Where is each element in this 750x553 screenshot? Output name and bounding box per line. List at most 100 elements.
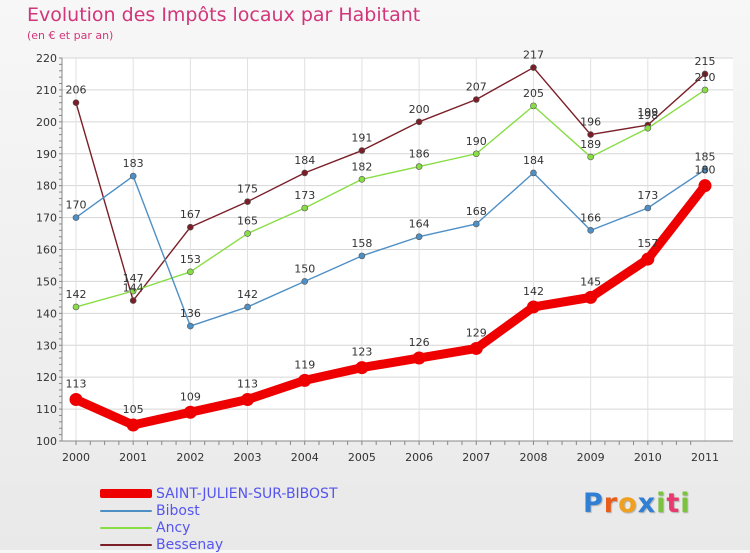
data-point-bibost <box>472 220 480 228</box>
data-point-bessenay <box>587 131 594 138</box>
data-point-saint-julien <box>183 405 197 419</box>
data-label-bessenay: 215 <box>695 55 716 68</box>
data-label-bessenay: 196 <box>580 116 601 129</box>
data-point-bibost <box>358 252 366 260</box>
data-point-bibost <box>644 204 652 212</box>
data-label-bibost: 170 <box>66 199 87 212</box>
data-label-saint-julien: 145 <box>580 275 601 288</box>
data-label-saint-julien: 157 <box>637 237 658 250</box>
data-point-ancy <box>701 86 709 94</box>
data-point-ancy <box>358 175 366 183</box>
y-tick-label: 220 <box>36 52 57 65</box>
data-point-ancy <box>72 303 80 311</box>
data-point-bessenay <box>701 70 709 78</box>
data-point-bibost <box>244 303 251 311</box>
series-line-bessenay <box>75 66 706 302</box>
data-label-bibost: 142 <box>237 288 258 301</box>
data-point-saint-julien <box>355 361 369 375</box>
series-line-saint-julien <box>71 181 710 430</box>
legend-label: Ancy <box>156 519 191 536</box>
data-label-ancy: 165 <box>237 215 258 228</box>
legend-label: SAINT-JULIEN-SUR-BIBOST <box>156 485 338 502</box>
data-point-saint-julien <box>126 418 140 432</box>
data-label-saint-julien: 113 <box>66 378 87 391</box>
logo-letter: P <box>583 488 604 519</box>
y-tick-label: 190 <box>36 148 57 161</box>
data-point-bessenay <box>358 147 366 154</box>
legend-item-ancy: Ancy <box>100 519 338 536</box>
logo-letter: r <box>603 488 619 519</box>
data-point-saint-julien <box>298 373 312 387</box>
data-label-bessenay: 200 <box>409 103 430 116</box>
data-point-bibost <box>301 278 309 285</box>
x-tick-label: 2008 <box>519 451 547 464</box>
data-label-bessenay: 184 <box>294 154 315 167</box>
data-point-bessenay <box>301 169 309 177</box>
y-tick-label: 170 <box>36 212 57 225</box>
y-tick-label: 140 <box>36 307 57 320</box>
logo-letter: x <box>637 488 657 519</box>
data-label-bibost: 173 <box>637 189 658 202</box>
data-label-bessenay: 207 <box>466 80 487 93</box>
data-point-bessenay <box>530 64 537 71</box>
data-point-ancy <box>187 268 194 276</box>
data-label-bibost: 168 <box>466 205 487 218</box>
data-point-ancy <box>129 287 137 295</box>
data-point-bessenay <box>129 297 137 304</box>
data-label-ancy: 173 <box>294 189 315 202</box>
x-tick-label: 2007 <box>462 451 490 464</box>
data-point-saint-julien <box>412 351 426 365</box>
data-label-bibost: 184 <box>523 154 544 167</box>
data-point-bibost <box>129 172 137 180</box>
data-point-ancy <box>530 102 537 110</box>
logo-letter: i <box>680 488 691 519</box>
data-point-saint-julien <box>526 300 540 314</box>
data-label-saint-julien: 129 <box>466 326 487 339</box>
y-tick-label: 130 <box>36 339 57 352</box>
logo-letter: o <box>618 488 638 519</box>
series-line-ancy <box>75 89 706 308</box>
data-label-saint-julien: 123 <box>351 346 372 359</box>
data-point-bibost <box>530 169 537 177</box>
data-label-saint-julien: 142 <box>523 285 544 298</box>
x-tick-label: 2005 <box>348 451 376 464</box>
x-tick-label: 2011 <box>691 451 719 464</box>
data-label-saint-julien: 109 <box>180 390 201 403</box>
data-label-ancy: 182 <box>351 160 372 173</box>
data-label-ancy: 153 <box>180 253 201 266</box>
data-label-ancy: 147 <box>123 272 144 285</box>
data-label-bibost: 183 <box>123 157 144 170</box>
data-label-bibost: 158 <box>351 237 372 250</box>
data-label-ancy: 189 <box>580 138 601 151</box>
data-label-bessenay: 175 <box>237 183 258 196</box>
data-point-ancy <box>415 163 423 170</box>
legend-swatch-ancy <box>100 526 152 529</box>
data-point-bibost <box>187 322 194 330</box>
legend-swatch-bessenay <box>100 543 152 546</box>
data-label-bibost: 150 <box>294 262 315 275</box>
y-tick-label: 150 <box>36 275 57 288</box>
legend-item-saint-julien: SAINT-JULIEN-SUR-BIBOST <box>100 485 338 502</box>
data-point-bessenay <box>472 96 480 103</box>
data-label-ancy: 142 <box>66 288 87 301</box>
x-tick-label: 2002 <box>176 451 204 464</box>
data-label-bibost: 136 <box>180 307 201 320</box>
data-point-ancy <box>301 204 309 212</box>
data-label-saint-julien: 126 <box>409 336 430 349</box>
y-tick-label: 160 <box>36 244 57 257</box>
data-point-bessenay <box>415 118 423 126</box>
legend-item-bibost: Bibost <box>100 502 338 519</box>
data-point-bibost <box>72 214 80 221</box>
data-point-bessenay <box>244 198 251 205</box>
logo-letter: i <box>656 488 667 519</box>
chart-subtitle: (en € et par an) <box>27 29 114 42</box>
data-point-bessenay <box>72 99 80 106</box>
data-label-bibost: 166 <box>580 211 601 224</box>
data-point-saint-julien <box>69 393 83 407</box>
x-tick-label: 2003 <box>234 451 262 464</box>
data-label-bessenay: 144 <box>123 282 144 295</box>
data-point-saint-julien <box>469 341 483 355</box>
data-label-bessenay: 206 <box>66 84 87 97</box>
series-line-bibost <box>75 169 706 327</box>
